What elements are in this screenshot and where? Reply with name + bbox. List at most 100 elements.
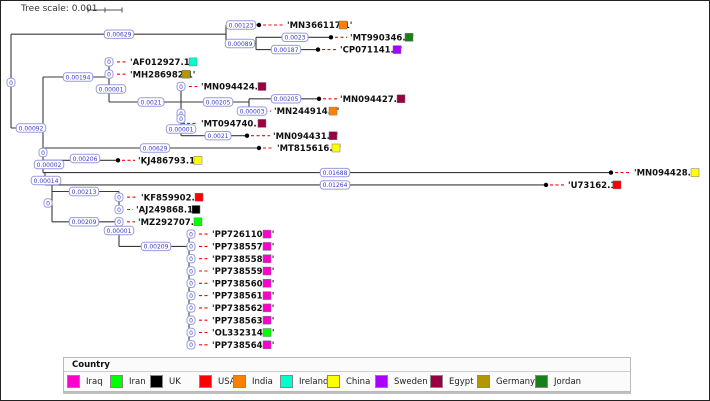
leaf-label[interactable]: 'PP726110.1' bbox=[212, 230, 274, 240]
branch-length-label: 0 bbox=[41, 150, 45, 157]
legend-label: China bbox=[346, 377, 371, 387]
branch-length-label-box bbox=[139, 143, 171, 153]
leaf-zero-label-box bbox=[176, 81, 186, 92]
leaf-label[interactable]: 'MN094431.1' bbox=[273, 132, 338, 142]
leaf-label[interactable]: 'PP738557.1' bbox=[212, 243, 274, 253]
legend-separator bbox=[64, 371, 630, 372]
branch-length-label-box bbox=[69, 153, 101, 164]
leaf-label[interactable]: 'PP738559.1' bbox=[212, 267, 274, 277]
leaf-label[interactable]: 'OL332314.1' bbox=[212, 329, 274, 339]
legend-swatch bbox=[233, 375, 246, 388]
leaf-label[interactable]: 'MN366117.1' bbox=[287, 21, 352, 31]
leaf-label[interactable]: 'MN244914.1' bbox=[274, 107, 339, 117]
leaf-label[interactable]: 'MH286982.1' bbox=[130, 70, 195, 80]
branch-length-label: 0.00014 bbox=[34, 178, 59, 185]
leaf-zero-label: 0 bbox=[189, 256, 193, 263]
legend-label: USA bbox=[218, 377, 236, 387]
branch-length-label: 0.0021 bbox=[141, 99, 162, 106]
tree-node-dot[interactable] bbox=[256, 22, 262, 28]
branch-length-label: 0.00629 bbox=[107, 32, 132, 39]
leaf-zero-label: 0 bbox=[179, 84, 183, 91]
leaf-label[interactable]: 'PP738562.1' bbox=[212, 304, 274, 314]
branch-length-label-box bbox=[204, 131, 232, 141]
leaf-label[interactable]: 'MZ292707.1' bbox=[138, 218, 202, 228]
branch-length-label: 0 bbox=[179, 116, 183, 123]
branch-length-label-box bbox=[270, 44, 302, 55]
leaf-zero-label: 0 bbox=[189, 342, 193, 349]
branch-length-label: 0.00123 bbox=[229, 22, 254, 29]
leaf-label[interactable]: 'MT815616.1' bbox=[277, 144, 341, 154]
branch-length-label-box bbox=[103, 29, 135, 39]
tree-node-dot[interactable] bbox=[256, 145, 262, 151]
country-swatch bbox=[193, 217, 203, 227]
branch-length-label-box bbox=[319, 167, 351, 178]
leaf-label[interactable]: 'MT094740.1' bbox=[201, 120, 265, 130]
branch-length-label: 0.00003 bbox=[240, 108, 265, 115]
tree-node-dot[interactable] bbox=[543, 182, 549, 188]
leaf-label[interactable]: 'MN094428.1' bbox=[634, 169, 699, 179]
leaf-zero-label: 0 bbox=[189, 305, 193, 312]
country-swatch bbox=[331, 143, 341, 153]
leaf-label[interactable]: 'AF012927.1' bbox=[130, 58, 192, 68]
leaf-label[interactable]: 'AJ249868.1' bbox=[136, 206, 196, 216]
leaf-label[interactable]: 'MT990346.1' bbox=[350, 33, 414, 43]
leaf-label[interactable]: 'PP738564.1' bbox=[212, 341, 274, 351]
branch-length-label: 0.00629 bbox=[143, 145, 168, 152]
branch-length-label: 0.00209 bbox=[144, 244, 169, 251]
branch-length-label-box bbox=[225, 20, 257, 30]
leaf-label[interactable]: 'PP738558.1' bbox=[212, 255, 274, 265]
country-swatch bbox=[612, 180, 622, 190]
tree-node-dot[interactable] bbox=[316, 96, 322, 102]
branch-length-label: 0.00209 bbox=[72, 219, 97, 226]
branch-length-label-box bbox=[68, 217, 100, 227]
leaf-zero-label-box bbox=[186, 340, 196, 350]
legend-label: Egypt bbox=[449, 377, 474, 387]
leaf-zero-label: 0 bbox=[189, 318, 193, 325]
branch-length-label: 0.00194 bbox=[66, 74, 91, 81]
leaf-zero-label-box bbox=[186, 303, 196, 313]
leaf-label[interactable]: 'KJ486793.1' bbox=[138, 156, 198, 166]
branch-length-label: 0.0021 bbox=[208, 133, 229, 140]
leaf-label[interactable]: 'PP738563.1' bbox=[212, 316, 274, 326]
country-swatch bbox=[262, 242, 272, 251]
leaf-label[interactable]: 'PP738560.1' bbox=[212, 279, 274, 289]
tree-node-dot[interactable] bbox=[315, 47, 321, 52]
branch-length-label: 0.00205 bbox=[274, 96, 299, 103]
branch-length-label: 0.00213 bbox=[72, 189, 97, 196]
leaf-zero-label: 0 bbox=[117, 195, 121, 202]
branch-length-label: 0.00205 bbox=[206, 99, 231, 106]
branch-length-label-box bbox=[95, 84, 127, 94]
branch-length-label-box bbox=[33, 159, 65, 170]
branch-length-label: 0.01688 bbox=[323, 170, 348, 177]
country-swatch bbox=[257, 82, 267, 91]
legend-label: Iraq bbox=[86, 377, 103, 387]
leaf-label[interactable]: 'PP738561.1' bbox=[212, 292, 274, 302]
country-swatch bbox=[328, 106, 338, 116]
legend-label: Iran bbox=[129, 377, 146, 387]
leaf-label[interactable]: 'MN094424.1' bbox=[201, 83, 266, 93]
leaf-label[interactable]: 'CP071141.1' bbox=[340, 46, 402, 56]
tree-node-dot[interactable] bbox=[328, 35, 334, 40]
branch-length-label-box bbox=[224, 38, 256, 49]
country-swatch bbox=[188, 57, 198, 67]
leaf-label[interactable]: 'MN094427.1' bbox=[340, 95, 405, 105]
legend-swatch bbox=[430, 375, 443, 388]
branch-length-label: 0.00206 bbox=[73, 156, 98, 163]
branch-length-label-box bbox=[6, 77, 16, 88]
tree-node-dot[interactable] bbox=[115, 158, 121, 163]
branch-length-label: 0.00001 bbox=[169, 126, 194, 133]
legend-swatch bbox=[110, 375, 123, 388]
leaf-label[interactable]: 'KF859902.1' bbox=[141, 193, 203, 203]
legend-box: Country Iraq Iran UK USA India Ireland China Sw… bbox=[63, 357, 631, 392]
leaf-zero-label-box bbox=[186, 266, 196, 276]
tree-node-dot[interactable] bbox=[244, 133, 250, 138]
branch-length-label-box bbox=[176, 114, 186, 124]
legend-label: Ireland bbox=[299, 377, 329, 387]
tree-node-dot[interactable] bbox=[608, 170, 614, 175]
country-swatch bbox=[262, 254, 272, 263]
country-swatch bbox=[392, 45, 402, 54]
leaf-label[interactable]: 'U73162.1' bbox=[568, 181, 619, 191]
leaf-zero-label-box bbox=[186, 290, 196, 301]
leaf-zero-label-box bbox=[104, 57, 114, 67]
